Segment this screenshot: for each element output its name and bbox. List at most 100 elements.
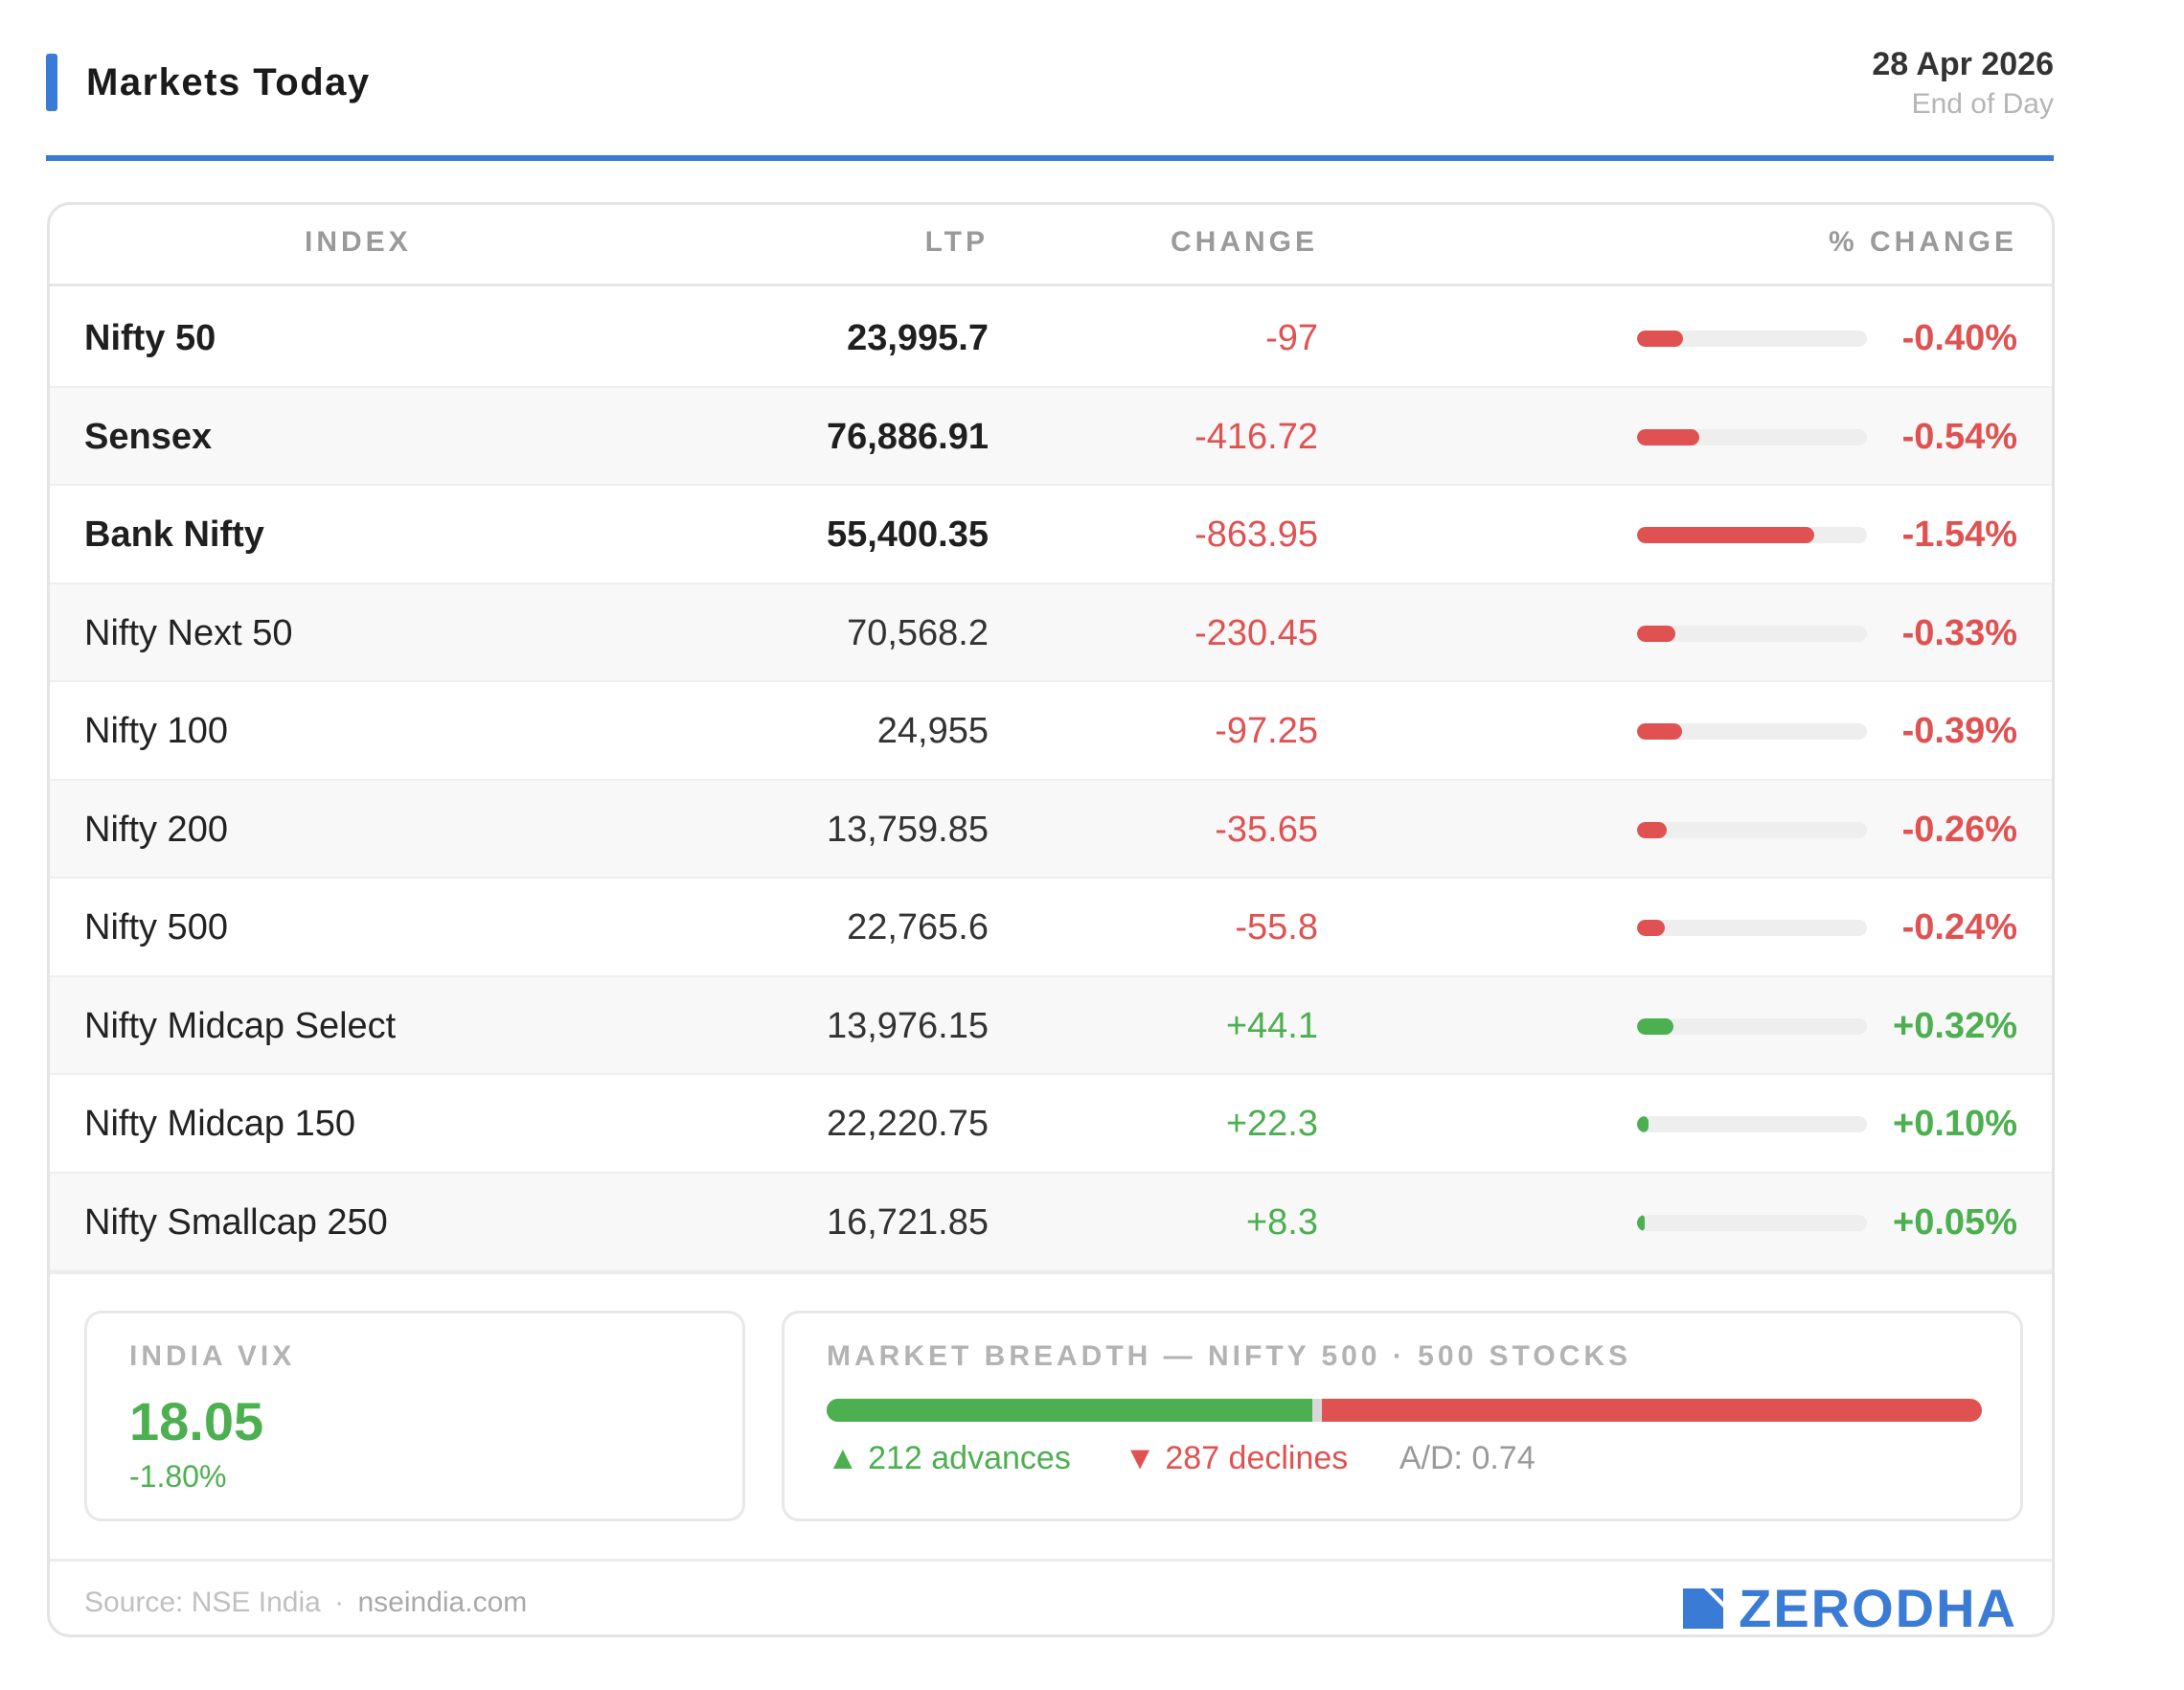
pct-change-value: -0.33% — [1901, 612, 2017, 653]
header-date: 28 Apr 2026 — [1872, 46, 2054, 82]
pct-change-bar-fill — [1637, 723, 1682, 740]
pct-change-bar — [1637, 723, 1867, 740]
ltp-value: 22,765.6 — [847, 907, 989, 948]
pct-change-value: +0.32% — [1893, 1005, 2017, 1046]
change-value: -97.25 — [1215, 711, 1318, 751]
change-value: -97 — [1265, 318, 1318, 358]
table-row[interactable]: Nifty Smallcap 250 16,721.85 +8.3 +0.05% — [50, 1173, 2052, 1271]
zerodha-logo-icon — [1683, 1587, 1724, 1629]
pct-change-bar-fill — [1637, 625, 1675, 642]
ltp-value: 13,759.85 — [826, 809, 989, 850]
advances-fill — [827, 1399, 1318, 1422]
pct-change-bar — [1637, 428, 1867, 445]
pct-change-value: -1.54% — [1901, 514, 2017, 555]
pct-change-bar — [1637, 527, 1867, 543]
source-link[interactable]: nseindia.com — [357, 1587, 528, 1618]
page-header: Markets Today 28 Apr 2026 End of Day — [46, 46, 2054, 161]
pct-change-bar-fill — [1637, 1116, 1649, 1132]
ltp-value: 22,220.75 — [826, 1104, 989, 1144]
ltp-value: 24,955 — [876, 711, 989, 751]
pct-change-value: -0.40% — [1901, 318, 2017, 358]
table-row[interactable]: Nifty 500 22,765.6 -55.8 -0.24% — [50, 879, 2052, 977]
pct-change-bar — [1637, 625, 1867, 642]
ltp-value: 70,568.2 — [847, 612, 989, 653]
markets-card: INDEX LTP CHANGE % CHANGE Nifty 50 23,995… — [47, 202, 2055, 1637]
pct-change-bar — [1637, 1214, 1867, 1231]
table-row[interactable]: Nifty 50 23,995.7 -97 -0.40% — [50, 289, 2052, 388]
pct-change-bar — [1637, 920, 1867, 936]
column-header-ltp[interactable]: LTP — [924, 226, 989, 258]
pct-change-value: -0.26% — [1901, 809, 2017, 850]
index-name: Bank Nifty — [84, 514, 264, 555]
change-value: +8.3 — [1245, 1201, 1318, 1243]
index-name: Nifty 200 — [84, 809, 228, 850]
ltp-value: 13,976.15 — [826, 1005, 989, 1046]
table-row[interactable]: Sensex 76,886.91 -416.72 -0.54% — [50, 387, 2052, 486]
table-row[interactable]: Bank Nifty 55,400.35 -863.95 -1.54% — [50, 486, 2052, 584]
pct-change-bar-fill — [1637, 1017, 1674, 1035]
change-value: +44.1 — [1225, 1005, 1318, 1046]
ltp-value: 76,886.91 — [826, 416, 989, 457]
change-value: -863.95 — [1194, 514, 1318, 555]
page-title: Markets Today — [86, 61, 371, 103]
pct-change-bar — [1637, 331, 1867, 347]
summary-section: INDIA VIX 18.05 -1.80% MARKET BREADTH — … — [50, 1271, 2052, 1559]
declines-count: ▼ 287 declines — [1124, 1440, 1349, 1476]
column-header-pct-change[interactable]: % CHANGE — [1828, 226, 2017, 258]
change-value: -230.45 — [1194, 612, 1318, 653]
zerodha-logo: ZERODHA — [1683, 1577, 2017, 1637]
brand-name: ZERODHA — [1739, 1578, 2017, 1637]
header-accent-bar — [46, 54, 57, 111]
table-row[interactable]: Nifty Midcap Select 13,976.15 +44.1 +0.32% — [50, 976, 2052, 1075]
index-name: Nifty Smallcap 250 — [84, 1201, 388, 1243]
pct-change-bar-fill — [1637, 1214, 1646, 1231]
market-breadth-panel: MARKET BREADTH — NIFTY 500 · 500 STOCKS … — [782, 1311, 2023, 1521]
pct-change-value: +0.10% — [1893, 1104, 2017, 1144]
table-row[interactable]: Nifty Next 50 70,568.2 -230.45 -0.33% — [50, 583, 2052, 682]
table-row[interactable]: Nifty Midcap 150 22,220.75 +22.3 +0.10% — [50, 1075, 2052, 1174]
table-row[interactable]: Nifty 200 13,759.85 -35.65 -0.26% — [50, 780, 2052, 879]
india-vix-panel: INDIA VIX 18.05 -1.80% — [84, 1311, 745, 1521]
pct-change-bar — [1637, 1017, 1867, 1035]
pct-change-bar — [1637, 1116, 1867, 1132]
card-footer: Source: NSE India · nseindia.com ZERODHA — [50, 1559, 2052, 1637]
header-subtitle: End of Day — [1911, 88, 2054, 120]
index-name: Nifty 500 — [84, 907, 228, 948]
pct-change-bar — [1637, 821, 1867, 838]
source-separator: · — [334, 1587, 345, 1618]
table-row[interactable]: Nifty 100 24,955 -97.25 -0.39% — [50, 682, 2052, 781]
pct-change-bar-fill — [1637, 821, 1668, 838]
index-name: Sensex — [84, 416, 213, 457]
index-name: Nifty Midcap Select — [84, 1005, 397, 1046]
column-header-index[interactable]: INDEX — [305, 226, 412, 258]
index-name: Nifty Next 50 — [84, 612, 293, 653]
pct-change-value: +0.05% — [1893, 1201, 2017, 1243]
breadth-bar — [827, 1399, 1982, 1422]
index-table-body: Nifty 50 23,995.7 -97 -0.40% Sensex 76,886.91… — [50, 289, 2052, 1271]
vix-value: 18.05 — [129, 1391, 264, 1451]
ltp-value: 16,721.85 — [826, 1201, 989, 1243]
source-label: Source: NSE India — [84, 1587, 321, 1618]
pct-change-bar-fill — [1637, 331, 1683, 347]
breadth-label: MARKET BREADTH — NIFTY 500 · 500 STOCKS — [827, 1340, 1632, 1372]
pct-change-bar-fill — [1637, 920, 1665, 936]
index-name: Nifty 50 — [84, 318, 216, 358]
change-value: -55.8 — [1235, 907, 1318, 948]
table-header: INDEX LTP CHANGE % CHANGE — [50, 205, 2052, 286]
change-value: +22.3 — [1225, 1104, 1318, 1144]
pct-change-value: -0.54% — [1901, 416, 2017, 457]
breadth-legend: ▲ 212 advances ▼ 287 declines A/D: 0.74 — [827, 1440, 1580, 1477]
pct-change-value: -0.39% — [1901, 711, 2017, 751]
index-name: Nifty Midcap 150 — [84, 1104, 356, 1144]
column-header-change[interactable]: CHANGE — [1170, 226, 1318, 258]
vix-label: INDIA VIX — [129, 1340, 296, 1372]
source-credit: Source: NSE India · nseindia.com — [84, 1587, 527, 1619]
index-name: Nifty 100 — [84, 711, 228, 751]
pct-change-bar-fill — [1637, 527, 1814, 543]
breadth-divider — [1312, 1399, 1323, 1422]
ad-ratio: A/D: 0.74 — [1399, 1440, 1536, 1476]
ltp-value: 55,400.35 — [826, 514, 989, 555]
pct-change-value: -0.24% — [1901, 907, 2017, 948]
change-value: -35.65 — [1215, 809, 1318, 850]
pct-change-bar-fill — [1637, 428, 1699, 445]
